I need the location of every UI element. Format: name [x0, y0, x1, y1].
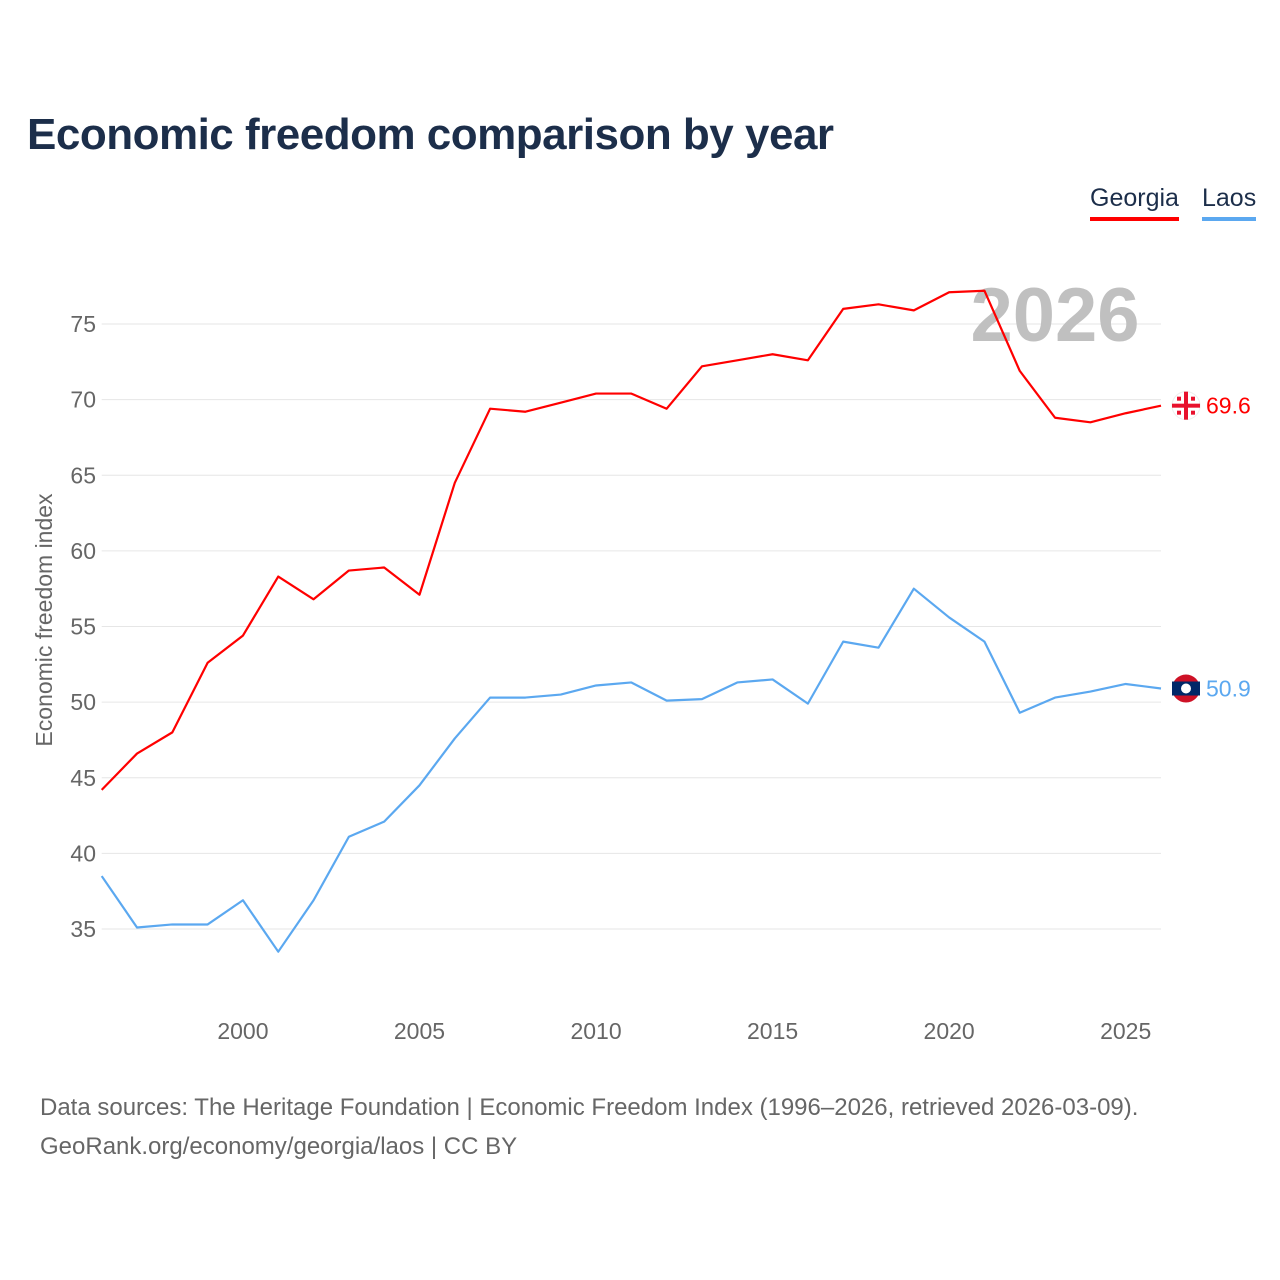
flag-small-cross	[1177, 410, 1181, 415]
x-tick-label: 2000	[217, 1018, 268, 1044]
source-line-2[interactable]: GeoRank.org/economy/georgia/laos | CC BY	[40, 1133, 518, 1160]
y-tick-label: 40	[70, 840, 96, 866]
y-tick-label: 50	[70, 689, 96, 715]
flag-small-cross	[1177, 396, 1181, 401]
series-line-laos	[100, 587, 1162, 953]
chart-title: Economic freedom comparison by year	[27, 110, 834, 159]
x-tick-label: 2005	[394, 1018, 445, 1044]
legend-laos[interactable]: Laos	[1202, 184, 1257, 221]
flag-small-cross	[1191, 396, 1195, 401]
y-tick-label: 65	[70, 462, 96, 488]
legend-georgia[interactable]: Georgia	[1090, 184, 1179, 221]
x-tick-label: 2015	[747, 1018, 798, 1044]
flag-disc	[1181, 683, 1191, 694]
y-tick-label: 35	[70, 916, 96, 942]
flag-cross-v	[1184, 391, 1188, 420]
series-line-georgia	[100, 289, 1162, 791]
flag-small-cross	[1191, 410, 1195, 415]
y-tick-label: 60	[70, 538, 96, 564]
y-tick-label: 75	[70, 311, 96, 337]
x-tick-label: 2020	[924, 1018, 975, 1044]
y-axis-label: Economic freedom index	[31, 493, 57, 747]
laos-flag-icon	[1172, 674, 1200, 703]
x-tick-label: 2010	[570, 1018, 621, 1044]
year-watermark: 2026	[970, 273, 1139, 358]
y-tick-label: 55	[70, 614, 96, 640]
end-value-label-georgia: 69.6	[1206, 393, 1251, 419]
y-tick-label: 70	[70, 387, 96, 413]
end-value-label-laos: 50.9	[1206, 676, 1251, 702]
source-note: Data sources: The Heritage Foundation | …	[40, 1088, 1138, 1166]
georgia-flag-icon	[1171, 391, 1201, 421]
y-tick-label: 45	[70, 765, 96, 791]
x-tick-label: 2025	[1100, 1018, 1151, 1044]
source-line-1: Data sources: The Heritage Foundation | …	[40, 1094, 1139, 1121]
